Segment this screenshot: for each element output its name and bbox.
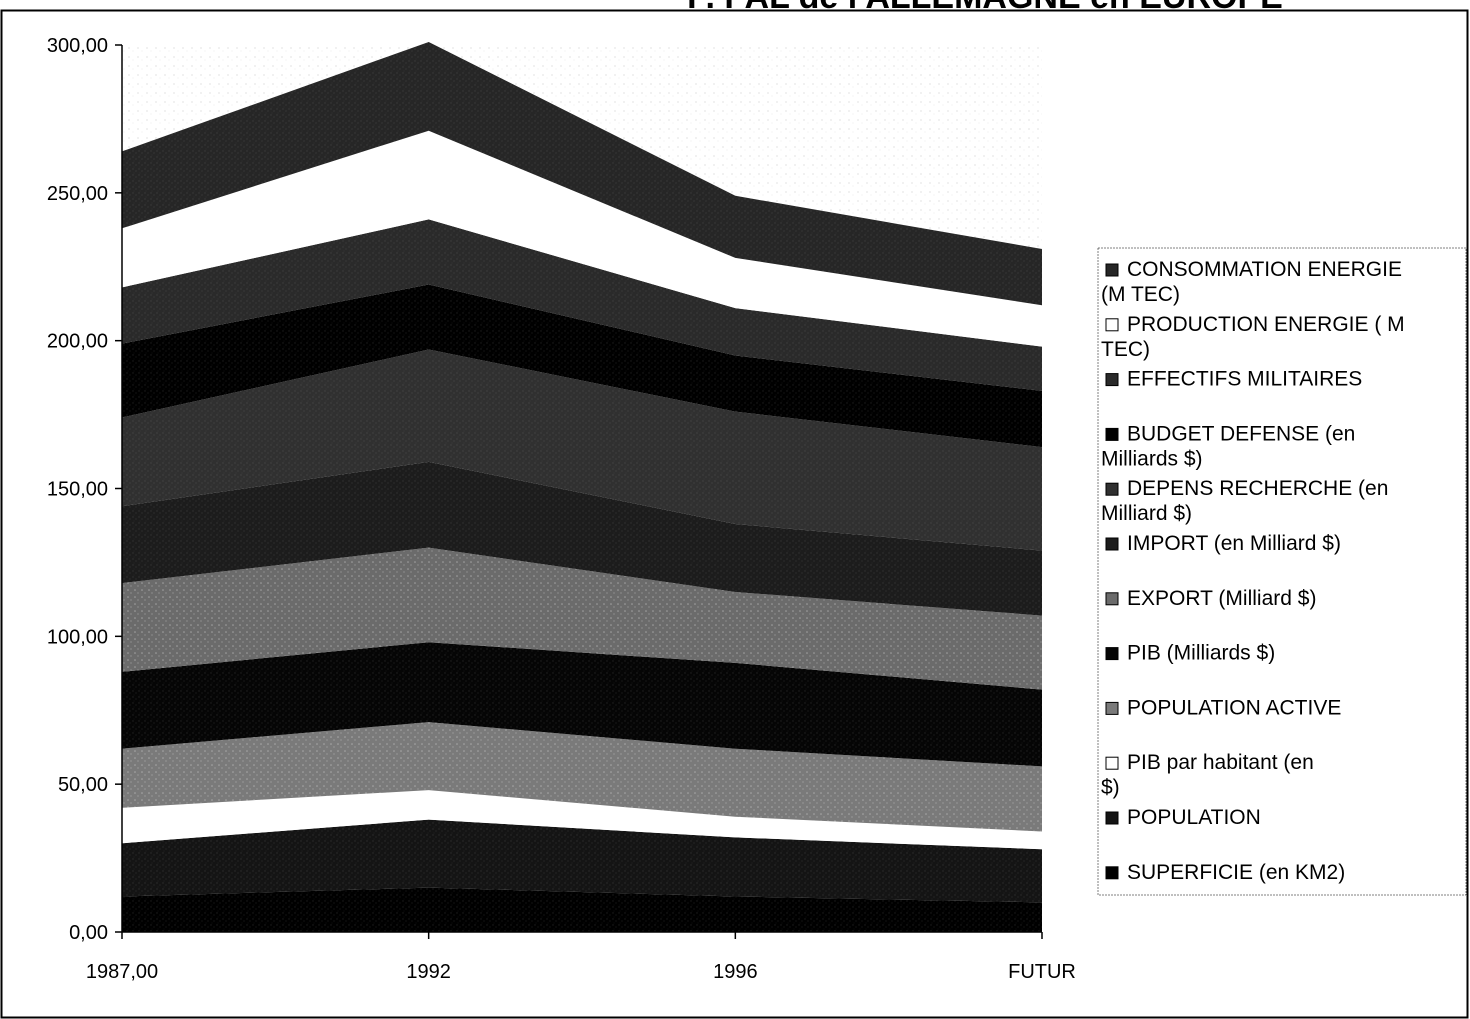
legend-label: DEPENS RECHERCHE (en Milliard $) [1101,477,1388,525]
legend: CONSOMMATION ENERGIE (M TEC) PRODUCTION EN… [1097,247,1467,896]
legend-swatch [1105,647,1119,661]
legend-label: PIB (Milliards $) [1127,642,1275,665]
area-production-energie-m-tec [122,130,1042,347]
x-tick-label: 1996 [713,961,758,983]
legend-box [1097,247,1467,896]
x-tick-label: FUTUR [1008,961,1076,983]
y-tick-label: 150,00 [47,479,108,501]
legend-label: PRODUCTION ENERGIE ( M TEC) [1101,313,1405,361]
y-tick-label: 250,00 [47,183,108,205]
x-tick-label: 1992 [406,961,451,983]
area-texture-consommation-energie-m-tec [122,42,1042,306]
area-texture-superficie-en-km2 [122,887,1042,932]
area-texture-budget-defense-en-milliards [122,284,1042,448]
area-texture-effectifs-militaires [122,219,1042,391]
legend-label: CONSOMMATION ENERGIE (M TEC) [1101,258,1402,306]
chart-title: P. PAL de l'ALLEMAGNE en EUROPE [687,0,1283,16]
legend-swatch [1105,537,1119,551]
y-tick-label: 300,00 [47,35,108,57]
legend-swatch [1105,482,1119,496]
legend-label: POPULATION ACTIVE [1127,696,1341,719]
legend-swatch [1105,701,1119,715]
area-texture-population [122,819,1042,903]
area-texture-pib-milliards [122,642,1042,767]
legend-label: IMPORT (en Milliard $) [1127,532,1341,555]
axes-layer: 0,00 50,00 100,00 150,00 200,00 250,00 300,00 1… [47,35,1076,983]
legend-label: BUDGET DEFENSE (en Milliards $) [1101,422,1355,470]
legend-swatch [1105,592,1119,606]
legend-label: POPULATION [1127,806,1261,829]
legend-swatch [1105,373,1119,387]
area-texture-population-active [122,722,1042,832]
x-tick-label: 1987,00 [86,961,158,983]
legend-swatch [1105,756,1119,770]
area-pib-par-habitant-en [122,790,1042,850]
y-tick-label: 200,00 [47,331,108,353]
legend-swatch [1105,866,1119,880]
y-tick-label: 50,00 [58,774,108,796]
area-texture-depens-recherche-en-milliard [122,349,1042,551]
legend-label: PIB par habitant (en $) [1101,751,1314,799]
legend-swatch [1105,427,1119,441]
legend-swatch [1105,263,1119,277]
area-texture-import-en-milliard [122,461,1042,616]
legend-label: EXPORT (Milliard $) [1127,587,1316,610]
y-tick-label: 100,00 [47,626,108,648]
y-tick-label: 0,00 [69,922,108,944]
legend-label: SUPERFICIE (en KM2) [1127,861,1345,884]
legend-swatch [1105,811,1119,825]
legend-swatch [1105,318,1119,332]
legend-label: EFFECTIFS MILITAIRES [1127,368,1362,391]
texture-layer [122,42,1042,932]
area-texture-export-milliard [122,547,1042,690]
